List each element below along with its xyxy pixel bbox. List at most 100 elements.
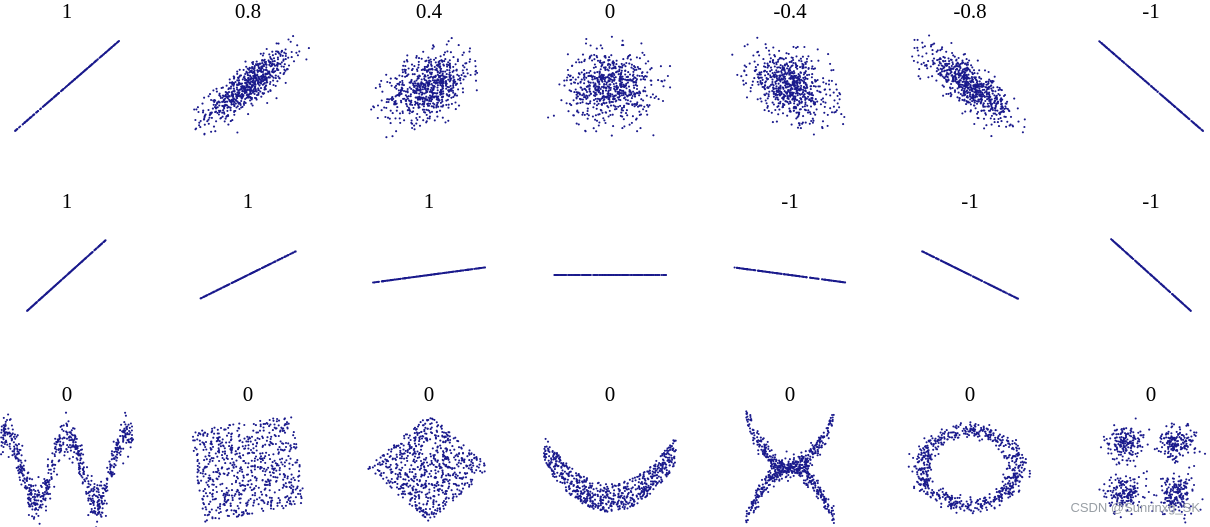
scatter-point xyxy=(282,65,285,68)
scatter-point xyxy=(603,83,606,86)
scatter-point xyxy=(991,92,994,95)
scatter-point xyxy=(954,80,957,83)
scatter-point xyxy=(234,102,237,105)
scatter-point xyxy=(277,258,280,261)
scatter-point xyxy=(1137,74,1140,77)
scatter-point xyxy=(233,90,236,93)
scatter-point xyxy=(921,41,924,44)
scatter-point xyxy=(990,135,993,138)
scatter-point xyxy=(374,86,377,90)
scatter-point xyxy=(240,106,243,109)
scatter-point xyxy=(32,114,35,117)
scatter-point xyxy=(110,46,113,49)
scatter-point xyxy=(842,123,845,126)
scatter-point xyxy=(269,55,272,59)
scatter-point xyxy=(262,63,265,66)
scatter-point xyxy=(664,273,667,277)
scatter-point xyxy=(599,68,602,71)
scatter-point xyxy=(428,98,431,101)
scatter-point xyxy=(745,65,748,68)
scatter-point xyxy=(241,90,244,93)
scatter-point xyxy=(567,110,570,113)
scatter-point xyxy=(957,56,960,60)
scatter-point xyxy=(592,127,595,130)
scatter-point xyxy=(636,105,640,108)
scatter-point xyxy=(591,115,594,118)
scatter-point xyxy=(786,114,789,117)
scatter-point xyxy=(812,85,815,88)
scatter-point xyxy=(271,50,274,53)
scatter-point xyxy=(267,72,270,75)
scatter-point xyxy=(928,34,931,37)
scatter-point xyxy=(417,103,420,106)
scatter-point xyxy=(779,87,782,90)
scatter-point xyxy=(971,66,974,69)
scatter-point xyxy=(578,73,581,76)
scatter-point xyxy=(759,97,762,100)
scatter-point xyxy=(547,116,550,119)
scatter-point xyxy=(1140,77,1144,80)
scatter-point xyxy=(788,100,792,103)
scatter-point xyxy=(611,61,614,64)
scatter-point xyxy=(586,273,589,277)
scatter-point xyxy=(232,82,236,85)
scatter-point xyxy=(781,65,784,68)
scatter-point xyxy=(580,61,583,64)
scatter-point xyxy=(612,82,615,86)
scatter-point xyxy=(237,101,240,104)
scatter-point xyxy=(773,65,776,68)
scatter-point xyxy=(757,83,760,86)
scatter-point xyxy=(447,95,451,98)
scatter-point xyxy=(599,92,602,96)
scatter-point xyxy=(255,79,258,82)
scatter-point xyxy=(238,278,241,281)
scatter-point xyxy=(263,82,266,85)
scatter-point xyxy=(423,87,426,90)
scatter-point xyxy=(462,269,465,272)
scatter-point xyxy=(71,268,74,271)
scatter-point xyxy=(749,86,752,89)
scatter-point xyxy=(571,76,575,79)
scatter-point xyxy=(937,73,940,76)
scatter-point xyxy=(428,83,431,86)
scatter-point xyxy=(237,94,240,97)
scatter-point xyxy=(442,80,445,83)
scatter-point xyxy=(427,64,430,67)
scatter-point xyxy=(588,102,591,105)
scatter-point xyxy=(264,72,267,75)
scatter-point xyxy=(452,81,455,84)
scatter-point xyxy=(911,55,914,58)
scatter-point xyxy=(450,102,453,105)
scatter-point xyxy=(423,274,426,277)
scatter-point xyxy=(273,64,277,67)
scatter-point xyxy=(430,60,433,63)
scatter-point xyxy=(583,72,586,75)
scatter-point xyxy=(447,78,450,81)
scatter-point xyxy=(636,65,639,69)
scatter-point xyxy=(812,119,815,122)
scatter-point xyxy=(424,60,427,63)
scatter-point xyxy=(594,118,597,121)
scatter-point xyxy=(258,268,261,271)
scatter-point xyxy=(794,62,797,65)
scatter-point xyxy=(760,100,763,103)
scatter-point xyxy=(828,79,831,82)
scatter-point xyxy=(416,118,419,121)
scatter-point xyxy=(816,89,819,92)
scatter-point xyxy=(963,76,966,80)
scatter-point xyxy=(583,58,586,61)
scatter-point xyxy=(222,111,226,114)
scatter-point xyxy=(965,73,968,76)
scatter-point xyxy=(250,102,253,105)
scatter-point xyxy=(1195,124,1199,127)
scatter-point xyxy=(292,35,295,38)
scatter-point xyxy=(976,83,979,87)
scatter-point xyxy=(965,81,968,84)
scatter-point xyxy=(617,98,620,101)
scatter-point xyxy=(446,50,449,53)
scatter-point xyxy=(210,98,213,102)
scatter-point xyxy=(973,104,976,107)
scatter-point xyxy=(964,83,967,86)
scatter-point xyxy=(757,76,760,79)
scatter-point xyxy=(802,63,805,66)
